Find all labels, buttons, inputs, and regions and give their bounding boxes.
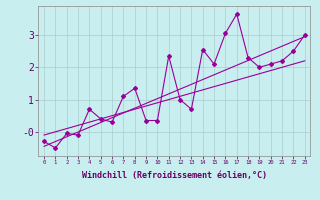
X-axis label: Windchill (Refroidissement éolien,°C): Windchill (Refroidissement éolien,°C) [82, 171, 267, 180]
